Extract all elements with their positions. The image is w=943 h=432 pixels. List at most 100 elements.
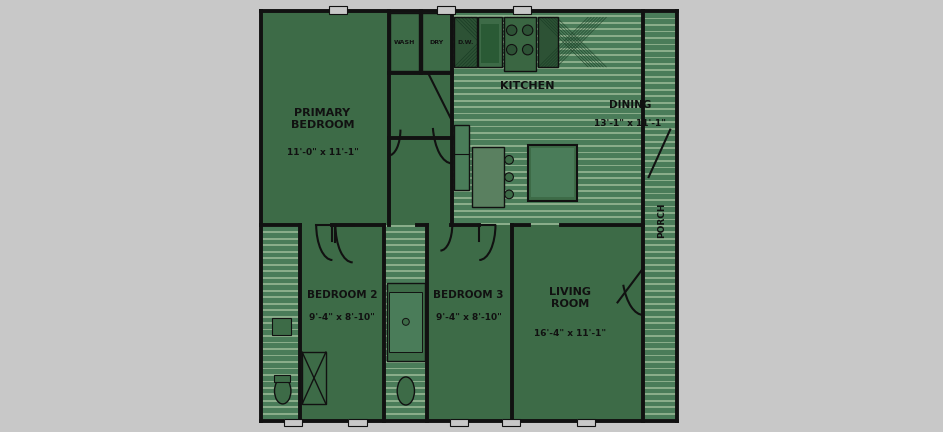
Bar [455,125,470,190]
Circle shape [522,25,533,35]
Bar [643,212,677,214]
Bar [643,238,677,240]
Bar [455,125,470,190]
Bar [504,17,537,71]
Bar [427,225,512,421]
Bar [643,70,677,71]
Bar [261,374,300,376]
Bar [538,17,558,67]
Bar [452,54,643,56]
Bar [643,37,677,39]
Bar [452,223,643,225]
Circle shape [505,190,513,199]
Bar [643,186,677,188]
Bar [261,290,300,292]
Bar [261,342,300,343]
Bar [452,126,643,127]
Bar [643,108,677,110]
Bar [643,322,677,324]
Bar [261,257,300,259]
Bar [643,264,677,266]
Bar [452,216,643,218]
Bar [384,342,427,343]
Bar [452,67,643,69]
Bar [643,316,677,318]
Bar [261,225,300,421]
Bar [384,251,427,253]
Bar [384,355,427,356]
Bar [577,419,595,426]
Bar [261,11,389,225]
Bar [261,316,300,318]
Bar [643,180,677,181]
Bar [643,147,677,149]
Bar [512,225,643,421]
Bar [422,13,451,71]
Text: BEDROOM 2: BEDROOM 2 [306,289,377,300]
Bar [643,141,677,143]
Bar [384,225,427,421]
Bar [261,361,300,363]
Bar [452,184,643,186]
Circle shape [522,44,533,55]
Bar [261,277,300,279]
Bar [384,264,427,266]
Bar [261,225,300,421]
Text: 16'-4" x 11'-1": 16'-4" x 11'-1" [534,329,606,338]
Bar [384,348,427,350]
Bar [261,296,300,298]
Bar [384,400,427,402]
Bar [455,17,476,67]
Bar [389,292,422,352]
Bar [384,309,427,311]
Bar [643,387,677,389]
Bar [384,290,427,292]
Bar [531,148,574,197]
Bar [452,119,643,121]
Bar [384,270,427,272]
Text: 11'-0" x 11'-1": 11'-0" x 11'-1" [287,148,358,156]
Bar [261,232,300,233]
Bar [384,283,427,285]
Bar [384,374,427,376]
Bar [452,61,643,63]
Bar [261,238,300,240]
Bar [261,251,300,253]
Bar [643,18,677,19]
Text: 9'-4" x 8'-10": 9'-4" x 8'-10" [309,313,374,322]
Bar [643,173,677,175]
Bar [643,374,677,376]
Circle shape [403,318,409,325]
Bar [643,11,677,13]
Ellipse shape [274,378,291,404]
Bar [261,394,300,395]
Bar [472,147,504,207]
Bar [643,199,677,201]
Bar [643,225,677,227]
Bar [384,407,427,408]
Bar [452,191,643,192]
Bar [452,145,643,147]
Text: WASH: WASH [394,40,415,44]
Bar [452,41,643,43]
Bar [452,80,643,82]
Bar [643,368,677,369]
Bar [261,419,300,421]
Bar [437,6,455,14]
Bar [455,17,476,67]
Bar [452,197,643,199]
Bar [261,355,300,356]
Bar [300,225,384,421]
Bar [261,407,300,408]
Bar [261,225,300,227]
Bar [502,419,520,426]
Circle shape [505,156,513,164]
Bar [643,394,677,395]
Bar [643,407,677,408]
Bar [387,283,425,361]
Bar [452,16,643,17]
Bar [643,419,677,421]
Bar [261,283,300,285]
Text: DINING: DINING [609,99,652,110]
Bar [384,368,427,369]
